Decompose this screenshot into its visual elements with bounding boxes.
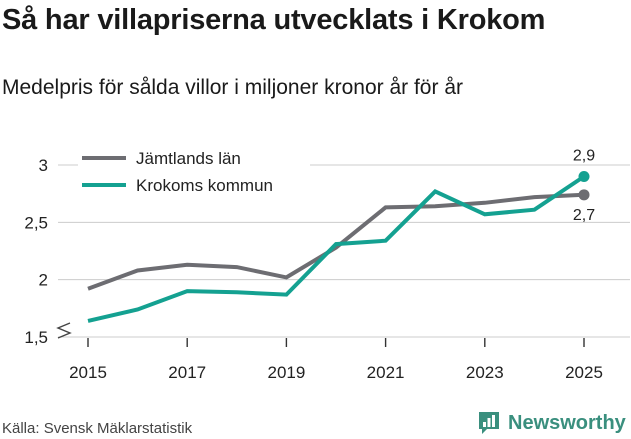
legend: Jämtlands län Krokoms kommun (78, 146, 310, 196)
axis-break-icon (56, 322, 72, 339)
end-value-label: 2,7 (573, 207, 595, 224)
x-tick-label: 2017 (168, 363, 206, 382)
series-line-jamtland (87, 192, 585, 291)
newsworthy-icon (479, 412, 499, 434)
x-tick-label: 2025 (565, 363, 603, 382)
brand-name: Newsworthy (508, 411, 626, 434)
legend-label: Jämtlands län (136, 149, 241, 168)
series-line-krokom (87, 174, 586, 323)
y-axis-ticks: 1,5 2 2,5 3 (24, 156, 48, 347)
y-tick-label: 2,5 (24, 213, 48, 232)
legend-label: Krokoms kommun (136, 176, 273, 195)
x-tick-label: 2015 (69, 363, 107, 382)
chart-subtitle: Medelpris för sålda villor i miljoner kr… (2, 76, 463, 99)
end-value-label: 2,9 (573, 147, 595, 164)
source-note: Källa: Svensk Mäklarstatistik (2, 420, 193, 437)
legend-background (78, 146, 310, 196)
x-tick-label: 2021 (367, 363, 405, 382)
line-chart: 1,5 2 2,5 3 2015 2017 2019 2021 2023 2025 Jämtla… (24, 146, 630, 382)
x-axis-ticks: 2015 2017 2019 2021 2023 2025 (69, 338, 603, 382)
x-axis (56, 322, 72, 339)
y-tick-label: 2 (39, 271, 48, 290)
end-labels: 2,7 2,9 (573, 147, 595, 223)
x-tick-label: 2023 (466, 363, 504, 382)
x-tick-label: 2019 (267, 363, 305, 382)
newsworthy-logo: Newsworthy (476, 408, 626, 438)
y-tick-label: 3 (39, 156, 48, 175)
series-lines (87, 170, 590, 323)
chart-title: Så har villapriserna utvecklats i Krokom (2, 4, 546, 36)
series-endpoint (578, 170, 590, 182)
series-endpoint (578, 189, 590, 201)
y-tick-label: 1,5 (24, 328, 48, 347)
